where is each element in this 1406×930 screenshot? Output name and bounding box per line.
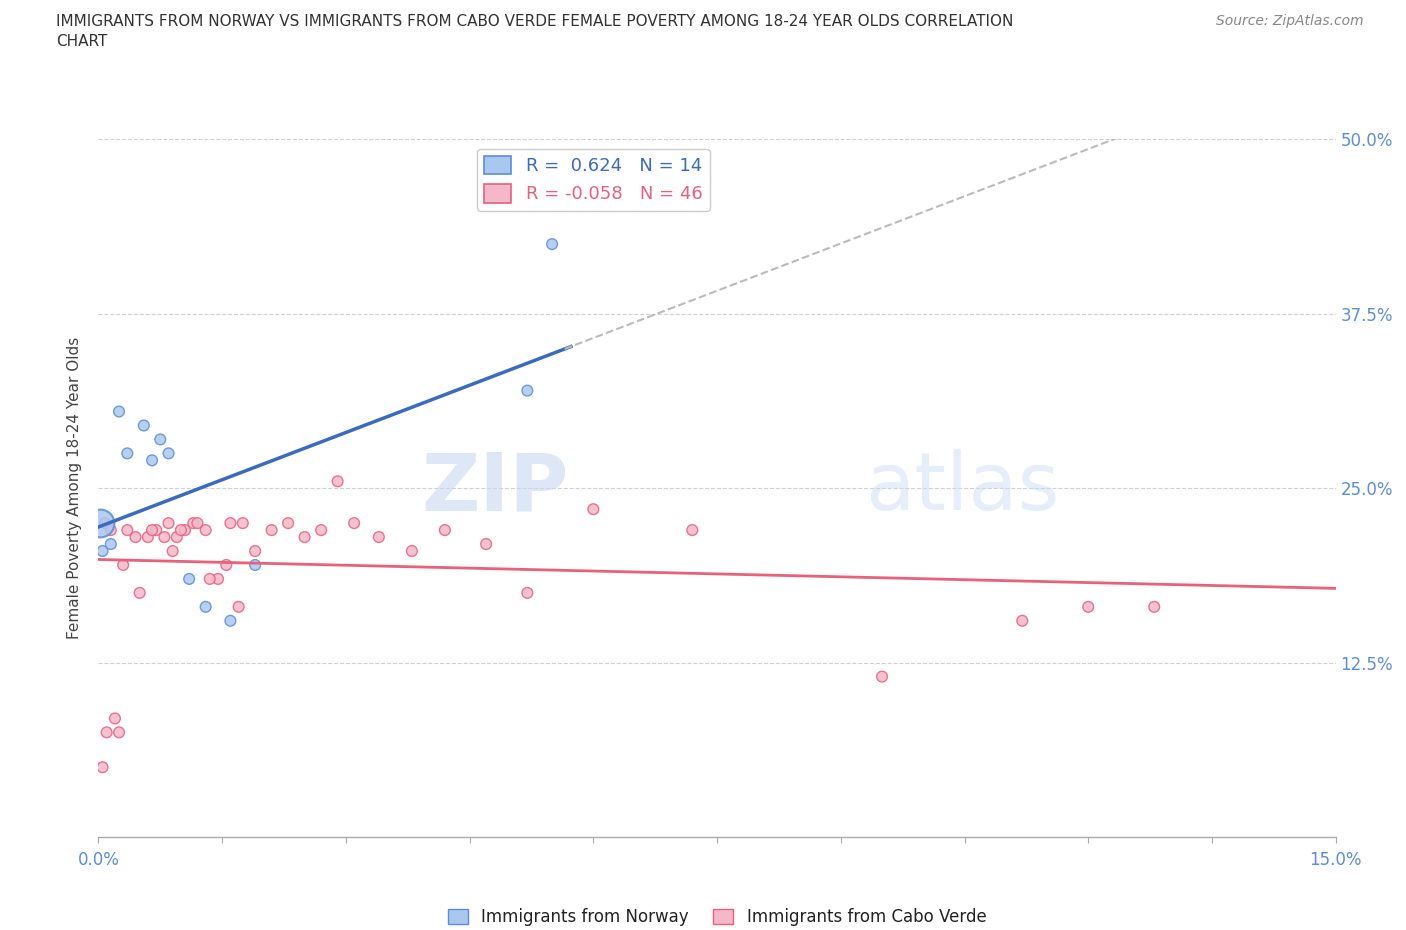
Point: [367, 530, 389, 545]
Point: [108, 404, 131, 418]
Point: [215, 558, 238, 573]
Point: [170, 523, 193, 538]
Point: [157, 515, 180, 530]
Point: [141, 523, 163, 538]
Point: [96, 725, 118, 740]
Point: [198, 571, 221, 587]
Point: [219, 614, 242, 629]
Point: [166, 530, 188, 545]
Point: [136, 530, 159, 545]
Point: [186, 515, 208, 530]
Point: [870, 670, 893, 684]
Point: [219, 515, 242, 530]
Point: [153, 530, 176, 545]
Y-axis label: Female Poverty Among 18-24 Year Olds: Female Poverty Among 18-24 Year Olds: [67, 338, 83, 640]
Point: [91, 543, 114, 558]
Point: [179, 571, 201, 587]
Point: [117, 446, 139, 461]
Point: [343, 515, 366, 530]
Point: [108, 725, 131, 740]
Text: atlas: atlas: [866, 449, 1060, 527]
Point: [157, 446, 180, 461]
Point: [89, 515, 111, 530]
Point: [309, 523, 332, 538]
Point: [681, 523, 703, 538]
Point: [100, 523, 122, 538]
Point: [433, 523, 456, 538]
Point: [174, 523, 197, 538]
Text: IMMIGRANTS FROM NORWAY VS IMMIGRANTS FROM CABO VERDE FEMALE POVERTY AMONG 18-24 : IMMIGRANTS FROM NORWAY VS IMMIGRANTS FRO…: [56, 14, 1014, 29]
Text: CHART: CHART: [56, 34, 108, 49]
Point: [516, 383, 538, 398]
Point: [277, 515, 299, 530]
Point: [132, 418, 155, 433]
Point: [401, 543, 423, 558]
Point: [1077, 600, 1099, 615]
Point: [149, 432, 172, 447]
Legend: Immigrants from Norway, Immigrants from Cabo Verde: Immigrants from Norway, Immigrants from …: [441, 901, 993, 930]
Point: [1011, 614, 1033, 629]
Text: ZIP: ZIP: [422, 449, 568, 527]
Point: [516, 586, 538, 601]
Point: [117, 523, 139, 538]
Point: [100, 537, 122, 551]
Point: [207, 571, 229, 587]
Point: [128, 586, 150, 601]
Point: [232, 515, 254, 530]
Text: 0.0%: 0.0%: [77, 851, 120, 869]
Point: [104, 711, 127, 725]
Point: [181, 515, 204, 530]
Point: [475, 537, 498, 551]
Point: [294, 530, 316, 545]
Point: [112, 558, 135, 573]
Point: [94, 515, 117, 530]
Point: [141, 453, 163, 468]
Point: [145, 523, 167, 538]
Text: Source: ZipAtlas.com: Source: ZipAtlas.com: [1216, 14, 1364, 28]
Point: [326, 474, 349, 489]
Point: [243, 558, 266, 573]
Point: [194, 600, 217, 615]
Point: [1143, 600, 1166, 615]
Point: [228, 600, 250, 615]
Point: [582, 502, 605, 517]
Point: [194, 523, 217, 538]
Text: 15.0%: 15.0%: [1309, 851, 1362, 869]
Point: [260, 523, 283, 538]
Point: [162, 543, 184, 558]
Point: [91, 760, 114, 775]
Point: [243, 543, 266, 558]
Point: [541, 237, 564, 252]
Point: [124, 530, 146, 545]
